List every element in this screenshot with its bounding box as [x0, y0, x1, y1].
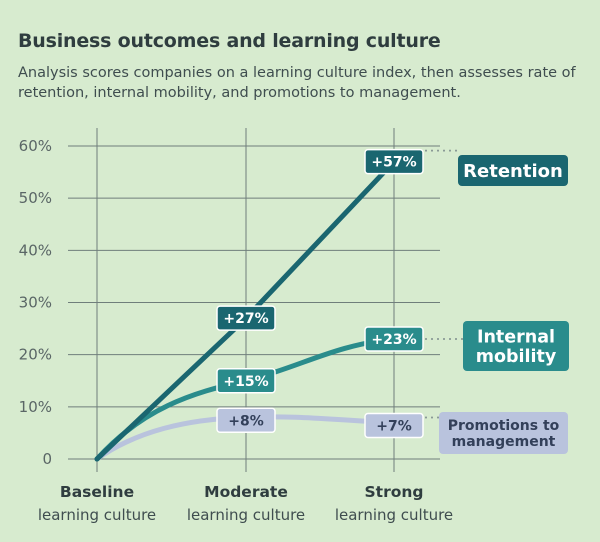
legend-box-mobility — [463, 321, 569, 371]
x-tick-label: Strong — [365, 483, 424, 501]
y-tick-label: 10% — [19, 398, 52, 416]
x-tick-sublabel: learning culture — [335, 506, 453, 524]
legend-label-mobility: Internal mobility — [476, 328, 557, 368]
y-tick-label: 60% — [19, 137, 52, 155]
x-tick-label: Baseline — [60, 483, 134, 501]
legend-box-promotions — [439, 412, 568, 454]
data-label-box-promotions — [364, 412, 424, 439]
legend-box-retention — [458, 155, 568, 186]
data-label-retention: +57% — [371, 155, 416, 171]
data-label-box-retention — [364, 148, 424, 175]
data-label-box-mobility — [364, 326, 424, 352]
x-tick-label: Moderate — [204, 483, 288, 501]
y-tick-label: 0 — [42, 450, 52, 468]
x-tick-sublabel: learning culture — [187, 506, 305, 524]
data-label-promotions: +7% — [376, 418, 412, 434]
y-tick-label: 50% — [19, 189, 52, 207]
data-label-box-mobility — [216, 368, 276, 394]
chart-subtitle: Analysis scores companies on a learning … — [18, 65, 576, 101]
data-label-promotions: +8% — [228, 413, 264, 429]
y-tick-label: 40% — [19, 241, 52, 259]
chart-title: Business outcomes and learning culture — [18, 30, 441, 52]
y-tick-label: 20% — [19, 346, 52, 364]
data-label-retention: +27% — [223, 311, 268, 327]
data-label-mobility: +23% — [371, 332, 416, 348]
legend-label-promotions: Promotions to management — [448, 418, 560, 450]
data-label-box-retention — [216, 305, 276, 331]
legend-label-retention: Retention — [463, 161, 563, 182]
x-tick-sublabel: learning culture — [38, 506, 156, 524]
data-label-box-promotions — [216, 407, 276, 434]
data-label-mobility: +15% — [223, 374, 268, 390]
y-tick-label: 30% — [19, 294, 52, 312]
